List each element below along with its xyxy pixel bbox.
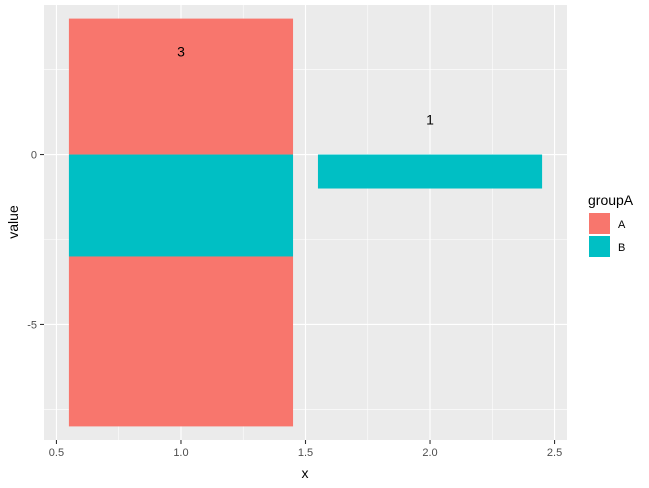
- y-tick-label: 0: [31, 150, 37, 162]
- data-labels: 31: [177, 43, 434, 127]
- y-axis-title: value: [5, 205, 21, 239]
- data-label: 3: [177, 43, 185, 59]
- legend-swatch-a: [589, 213, 610, 234]
- x-tick-label: 2.0: [422, 447, 437, 459]
- x-axis: 0.5 1.0 1.5 2.0 2.5: [49, 440, 562, 459]
- x-axis-title: x: [302, 465, 309, 481]
- legend-label-a: A: [618, 219, 626, 231]
- bar-segment-a: [68, 256, 294, 427]
- bar-segment-b: [317, 154, 543, 189]
- bar-segment-b: [68, 154, 294, 257]
- y-axis: 0 -5: [27, 150, 44, 331]
- x-tick-label: 0.5: [49, 447, 64, 459]
- bars: [68, 18, 543, 427]
- bar-segment-a: [68, 18, 294, 155]
- x-tick-label: 1.5: [298, 447, 313, 459]
- legend-label-b: B: [618, 242, 625, 254]
- legend: groupA AB: [588, 192, 634, 257]
- x-tick-label: 2.5: [547, 447, 562, 459]
- x-tick-label: 1.0: [173, 447, 188, 459]
- legend-swatch-b: [589, 236, 610, 257]
- legend-title: groupA: [588, 192, 634, 208]
- y-tick-label: -5: [27, 319, 37, 331]
- data-label: 1: [426, 111, 434, 127]
